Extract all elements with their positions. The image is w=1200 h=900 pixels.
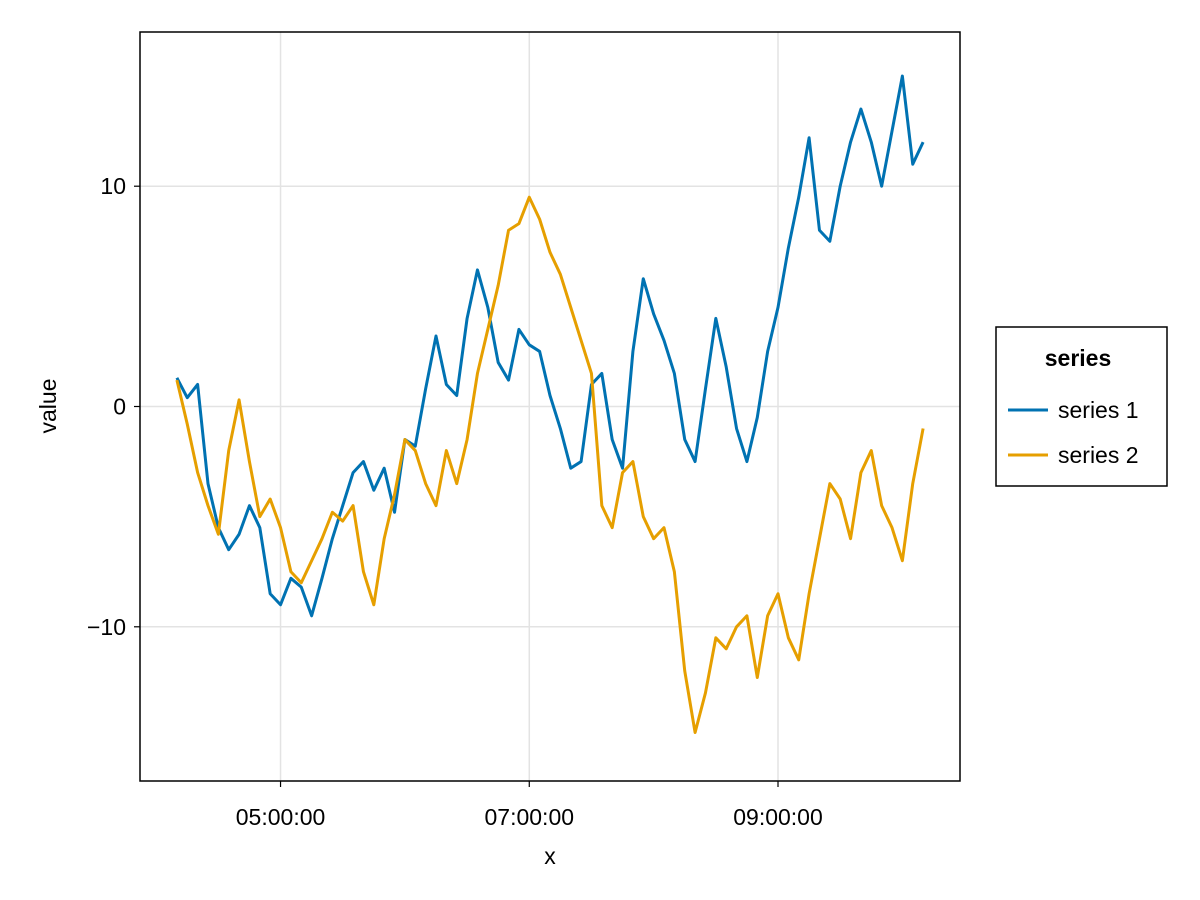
legend-box [995, 326, 1168, 487]
y-tick-label: −10 [87, 614, 126, 640]
y-tick-label: 0 [113, 394, 126, 420]
x-tick-label: 07:00:00 [485, 804, 575, 830]
series-line-2 [175, 195, 925, 735]
series-layer [175, 74, 925, 735]
x-axis: 05:00:00 07:00:00 09:00:00 [236, 781, 823, 830]
grid [140, 32, 960, 781]
x-tick-label: 05:00:00 [236, 804, 326, 830]
x-axis-title: x [544, 843, 556, 869]
legend: series series 1 series 2 [995, 326, 1168, 487]
legend-title: series [1045, 345, 1112, 371]
y-axis: −10 0 10 [87, 173, 140, 640]
legend-label-series-2: series 2 [1058, 442, 1139, 468]
series-line-1 [175, 74, 925, 618]
legend-label-series-1: series 1 [1058, 397, 1139, 423]
x-tick-label: 09:00:00 [733, 804, 823, 830]
y-tick-label: 10 [100, 173, 126, 199]
y-axis-title: value [35, 379, 61, 434]
